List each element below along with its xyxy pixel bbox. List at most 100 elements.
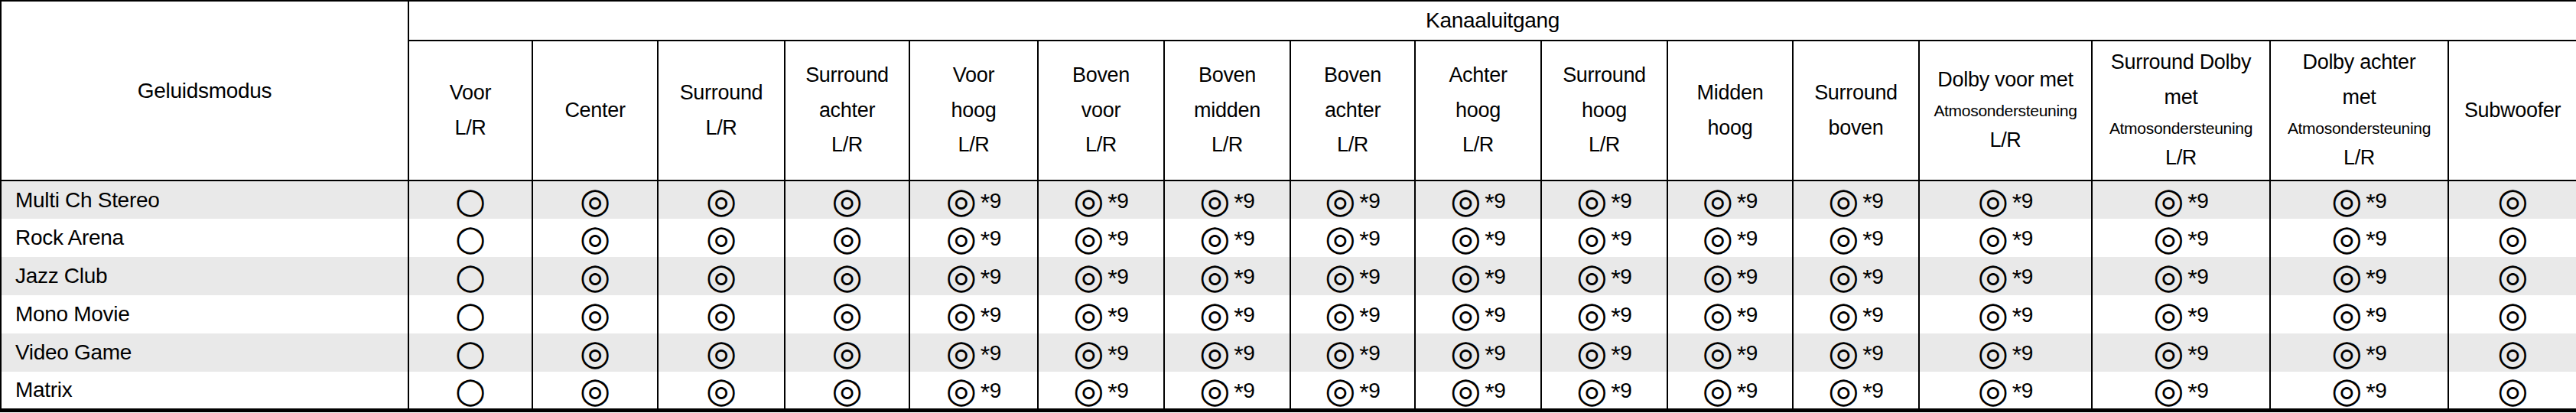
double-circle-icon: ◎ [706, 369, 737, 411]
footnote-number: 9 [1746, 226, 1758, 250]
double-circle-icon: ◎ [1576, 332, 1607, 373]
column-header-line: L/R [1542, 128, 1667, 163]
double-circle-icon: ◎ [1199, 369, 1230, 411]
column-header-midden-hoog: Middenhoog [1667, 41, 1793, 180]
cell-surround-lr: ◎ [658, 180, 785, 219]
footnote-asterisk: * [981, 226, 990, 254]
cell-boven-midden-lr: ◎*9 [1164, 257, 1290, 295]
cell-achter-hoog-lr: ◎*9 [1415, 257, 1541, 295]
double-circle-icon: ◎ [1325, 255, 1355, 297]
double-circle-icon: ◎ [580, 180, 610, 221]
double-circle-icon: ◎ [1450, 255, 1481, 297]
footnote-number: 9 [1494, 265, 1505, 288]
column-header-line: hoog [1668, 111, 1792, 146]
cell-center: ◎ [532, 372, 658, 410]
footnote-asterisk: * [2012, 341, 2021, 369]
cell-surround-boven: ◎*9 [1793, 333, 1919, 372]
cell-dolby-voor-met-atmos-lr: ◎*9 [1919, 295, 2092, 333]
double-circle-icon: ◎ [946, 217, 977, 259]
footnote-number: 9 [2197, 341, 2208, 365]
cell-boven-achter-lr: ◎*9 [1290, 257, 1415, 295]
column-header-line: met [2093, 80, 2269, 115]
cell-boven-midden-lr: ◎*9 [1164, 333, 1290, 372]
footnote-number: 9 [2197, 265, 2208, 288]
footnote-number: 9 [990, 226, 1001, 250]
column-header-boven-voor-lr: BovenvoorL/R [1038, 41, 1164, 180]
cell-surround-hoog-lr: ◎*9 [1541, 257, 1667, 295]
footnote-number: 9 [1620, 341, 1631, 365]
footnote-number: 9 [1117, 265, 1128, 288]
footnote-number: 9 [2021, 379, 2033, 402]
cell-surround-hoog-lr: ◎*9 [1541, 333, 1667, 372]
cell-surround-dolby-met-atmos-lr: ◎*9 [2092, 219, 2270, 257]
cell-voor-lr: ○ [408, 333, 532, 372]
footnote-asterisk: * [981, 379, 990, 406]
footnote-number: 9 [2021, 189, 2033, 213]
column-header-line: L/R [1416, 128, 1540, 163]
footnote-asterisk: * [1862, 189, 1872, 216]
footnote-number: 9 [1872, 265, 1883, 288]
single-circle-icon: ○ [455, 369, 486, 411]
column-header-line: L/R [1165, 128, 1290, 163]
column-header-achter-hoog-lr: AchterhoogL/R [1415, 41, 1541, 180]
footnote-asterisk: * [1107, 189, 1117, 216]
double-circle-icon: ◎ [1325, 369, 1355, 411]
footnote-asterisk: * [1107, 379, 1117, 406]
cell-surround-dolby-met-atmos-lr: ◎*9 [2092, 257, 2270, 295]
cell-dolby-achter-met-atmos-lr: ◎*9 [2270, 333, 2448, 372]
footnote-number: 9 [1620, 265, 1631, 288]
footnote-asterisk: * [1611, 265, 1620, 292]
cell-dolby-voor-met-atmos-lr: ◎*9 [1919, 219, 2092, 257]
footnote-asterisk: * [1862, 379, 1872, 406]
column-header-line: hoog [1416, 93, 1540, 128]
column-header-line: Midden [1668, 76, 1792, 111]
column-header-surround-dolby-met-atmos-lr: Surround DolbymetAtmosondersteuningL/R [2092, 41, 2270, 180]
footnote-asterisk: * [2012, 265, 2021, 292]
footnote-number: 9 [990, 341, 1001, 365]
double-circle-icon: ◎ [1828, 180, 1859, 221]
footnote-asterisk: * [1234, 226, 1243, 254]
footnote-asterisk: * [1737, 226, 1746, 254]
cell-achter-hoog-lr: ◎*9 [1415, 219, 1541, 257]
cell-surround-hoog-lr: ◎*9 [1541, 180, 1667, 219]
cell-voor-hoog-lr: ◎*9 [909, 333, 1038, 372]
column-header-center: Center [532, 41, 658, 180]
table-row-0: Multi Ch Stereo○◎◎◎◎*9◎*9◎*9◎*9◎*9◎*9◎*9… [1, 180, 2576, 219]
footnote-number: 9 [1620, 189, 1631, 213]
cell-dolby-achter-met-atmos-lr: ◎*9 [2270, 372, 2448, 410]
cell-surround-boven: ◎*9 [1793, 372, 1919, 410]
footnote-number: 9 [1117, 341, 1128, 365]
footnote-number: 9 [1494, 341, 1505, 365]
double-circle-icon: ◎ [1325, 180, 1355, 221]
footnote-asterisk: * [1862, 265, 1872, 292]
cell-voor-hoog-lr: ◎*9 [909, 295, 1038, 333]
cell-boven-voor-lr: ◎*9 [1038, 257, 1164, 295]
footnote-number: 9 [1368, 341, 1380, 365]
cell-boven-voor-lr: ◎*9 [1038, 372, 1164, 410]
double-circle-icon: ◎ [2331, 332, 2362, 373]
double-circle-icon: ◎ [1576, 255, 1607, 297]
cell-dolby-achter-met-atmos-lr: ◎*9 [2270, 257, 2448, 295]
footnote-asterisk: * [1737, 341, 1746, 369]
footnote-number: 9 [990, 303, 1001, 327]
double-circle-icon: ◎ [946, 294, 977, 335]
cell-boven-midden-lr: ◎*9 [1164, 295, 1290, 333]
double-circle-icon: ◎ [946, 369, 977, 411]
column-header-line: L/R [659, 111, 784, 146]
footnote-number: 9 [2375, 303, 2386, 327]
footnote-number: 9 [1872, 379, 1883, 402]
double-circle-icon: ◎ [1576, 369, 1607, 411]
double-circle-icon: ◎ [1978, 294, 2008, 335]
footnote-asterisk: * [1485, 265, 1494, 292]
cell-surround-achter-lr: ◎ [785, 295, 909, 333]
table-row-1: Rock Arena○◎◎◎◎*9◎*9◎*9◎*9◎*9◎*9◎*9◎*9◎*… [1, 219, 2576, 257]
double-circle-icon: ◎ [580, 294, 610, 335]
double-circle-icon: ◎ [1325, 217, 1355, 259]
footnote-asterisk: * [981, 303, 990, 330]
column-header-line: Subwoofer [2449, 93, 2576, 128]
column-header-line: Boven [1165, 58, 1290, 93]
double-circle-icon: ◎ [1450, 294, 1481, 335]
column-header-line: Boven [1291, 58, 1414, 93]
column-header-line: L/R [1039, 128, 1163, 163]
footnote-number: 9 [1872, 341, 1883, 365]
